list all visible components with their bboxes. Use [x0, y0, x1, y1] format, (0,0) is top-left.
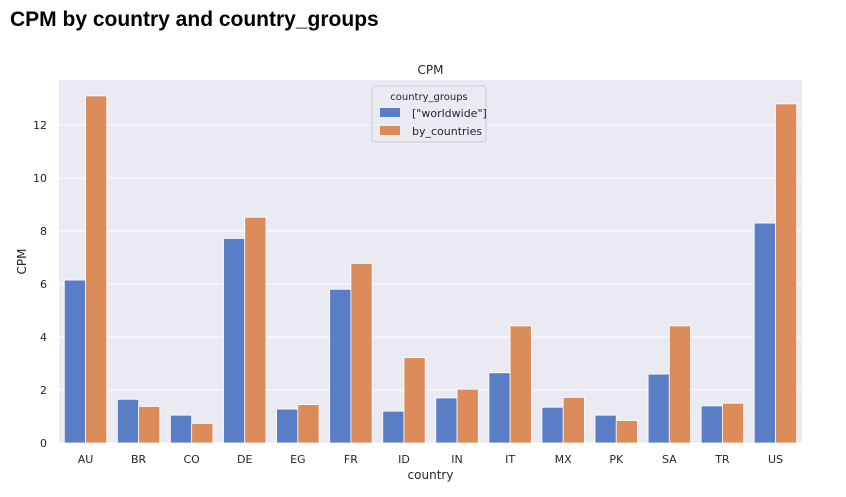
- bar-it-series-1: [509, 325, 532, 444]
- bar-us-series-0: [753, 222, 776, 444]
- bar-de-series-1: [244, 216, 267, 444]
- legend-box: [371, 85, 487, 143]
- bars: [63, 95, 798, 444]
- bar-id-series-0: [382, 410, 405, 444]
- bar-br-series-0: [116, 398, 140, 444]
- y-tick-label: 6: [40, 278, 47, 291]
- y-tick-label: 10: [33, 172, 47, 185]
- x-tick-label: PK: [609, 453, 624, 466]
- y-tick-label: 8: [40, 225, 47, 238]
- bar-de-series-0: [223, 238, 246, 444]
- x-tick-label: IT: [505, 453, 515, 466]
- bar-eg-series-0: [276, 408, 299, 444]
- bar-id-series-1: [403, 357, 426, 444]
- x-tick-label: EG: [290, 453, 305, 466]
- bar-pk-series-1: [615, 420, 638, 444]
- bar-us-series-1: [775, 103, 798, 444]
- legend-title: country_groups: [390, 92, 468, 103]
- x-tick-label: US: [768, 453, 783, 466]
- y-tick-label: 4: [40, 331, 47, 344]
- bar-in-series-1: [456, 388, 479, 444]
- bar-sa-series-1: [668, 325, 691, 444]
- y-tick-label: 2: [40, 384, 47, 397]
- bar-pk-series-0: [594, 414, 617, 444]
- legend: country_groups ["worldwide"] by_countries: [371, 85, 487, 143]
- bar-tr-series-1: [721, 402, 745, 444]
- x-axis-label: country: [408, 468, 454, 482]
- bar-in-series-0: [435, 397, 458, 444]
- x-tick-label: AU: [78, 453, 94, 466]
- y-axis-ticks: 0 2 4 6 8 10 12: [33, 119, 47, 450]
- bar-au-series-1: [85, 95, 108, 444]
- bar-sa-series-0: [647, 373, 670, 444]
- bar-fr-series-1: [350, 262, 373, 444]
- x-tick-label: ID: [398, 453, 410, 466]
- bar-mx-series-0: [541, 406, 564, 444]
- chart-title: CPM: [418, 63, 444, 77]
- x-tick-label: IN: [451, 453, 462, 466]
- bar-co-series-1: [191, 422, 214, 444]
- legend-label: ["worldwide"]: [412, 107, 487, 120]
- x-tick-label: FR: [344, 453, 358, 466]
- legend-items: ["worldwide"] by_countries: [380, 107, 487, 138]
- y-tick-label: 0: [40, 437, 47, 450]
- bar-mx-series-1: [562, 397, 585, 444]
- x-tick-label: TR: [714, 453, 730, 466]
- bar-tr-series-0: [700, 405, 723, 444]
- y-tick-label: 12: [33, 119, 47, 132]
- bar-fr-series-0: [329, 288, 352, 444]
- legend-swatch: [380, 126, 400, 135]
- x-tick-label: CO: [184, 453, 201, 466]
- legend-swatch: [380, 108, 400, 117]
- x-tick-label: SA: [662, 453, 677, 466]
- x-tick-label: DE: [237, 453, 252, 466]
- bar-co-series-0: [170, 414, 193, 444]
- legend-label: by_countries: [412, 125, 482, 138]
- x-tick-label: BR: [131, 453, 147, 466]
- bar-au-series-0: [63, 279, 86, 444]
- bar-br-series-1: [138, 406, 161, 444]
- y-axis-label: CPM: [15, 249, 29, 275]
- x-tick-label: MX: [555, 453, 572, 466]
- x-axis-ticks: AU BR CO DE EG FR ID IN IT MX PK SA TR US: [78, 453, 783, 466]
- page-title: CPM by country and country_groups: [10, 8, 379, 31]
- bar-it-series-0: [488, 372, 511, 444]
- bar-eg-series-1: [297, 404, 320, 444]
